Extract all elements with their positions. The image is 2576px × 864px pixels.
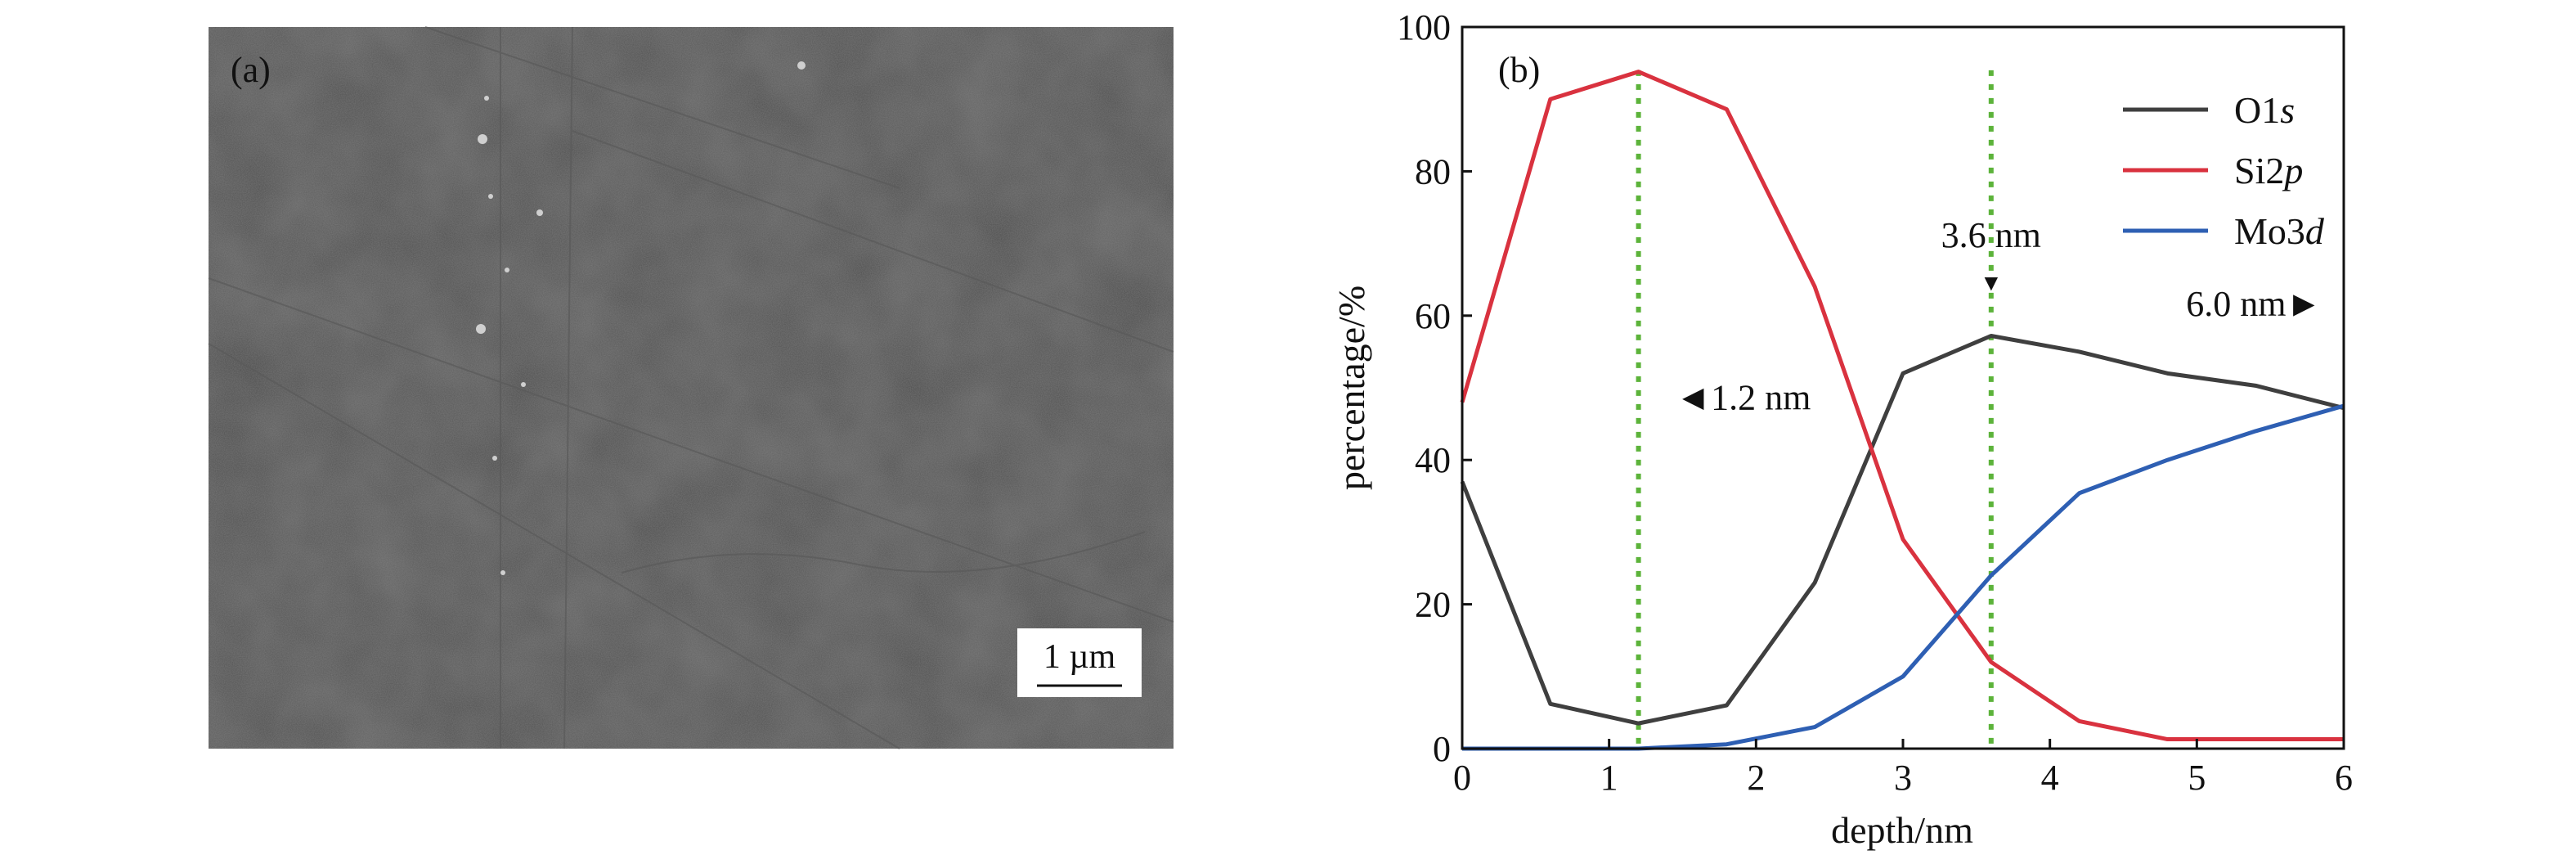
micrograph-particles: [476, 61, 806, 575]
y-axis: 0 20 40 60 80 100: [1397, 7, 1472, 769]
guide-lines: [1636, 70, 1994, 749]
chart-panel: 0 1 2 3 4 5 6 0 20 40 60 80 100 depth/nm percentage…: [1331, 7, 2353, 851]
y-tick-label: 60: [1415, 296, 1451, 336]
y-tick-label: 0: [1433, 729, 1451, 769]
x-tick-label: 5: [2188, 758, 2206, 798]
annotation: ◄1.2 nm: [1676, 377, 1811, 417]
y-tick-label: 80: [1415, 151, 1451, 191]
micrograph-panel: (a) 1 µm: [208, 26, 1174, 749]
annotation: 3.6 nm: [1941, 215, 2041, 255]
x-axis-label: depth/nm: [1831, 809, 1973, 851]
annotation: ▼: [1980, 271, 2003, 296]
x-tick-label: 6: [2335, 758, 2353, 798]
legend-label: O1s: [2234, 89, 2295, 131]
panel-b-label: (b): [1498, 50, 1540, 90]
scale-bar-box: 1 µm: [1017, 628, 1142, 697]
legend-label: Si2p: [2234, 150, 2303, 191]
x-tick-label: 0: [1453, 758, 1471, 798]
scale-bar-label: 1 µm: [1043, 638, 1116, 676]
series-line-mo3d: [1462, 403, 2345, 751]
panel-a-label: (a): [231, 50, 271, 90]
series-line-o1s: [1460, 333, 2345, 726]
series-lines: [1460, 70, 2345, 751]
y-tick-label: 40: [1415, 440, 1451, 480]
plot-frame: [1461, 25, 2345, 750]
y-tick-label: 100: [1397, 7, 1451, 47]
series-line-si2p: [1460, 70, 2344, 742]
y-axis-label: percentage/%: [1331, 286, 1372, 490]
annotation: 6.0 nm►: [2186, 284, 2322, 324]
micrograph-grain: [209, 27, 1174, 749]
legend: O1s Si2p Mo3d: [2123, 89, 2325, 252]
x-tick-label: 1: [1600, 758, 1618, 798]
micrograph-scratches: [208, 26, 1174, 749]
x-axis: 0 1 2 3 4 5 6: [1453, 739, 2353, 798]
x-tick-label: 3: [1894, 758, 1912, 798]
x-tick-label: 2: [1747, 758, 1765, 798]
y-tick-label: 20: [1415, 585, 1451, 625]
x-tick-label: 4: [2041, 758, 2059, 798]
annotations: ◄1.2 nm 3.6 nm ▼ 6.0 nm►: [1676, 215, 2322, 417]
legend-label: Mo3d: [2234, 210, 2325, 252]
